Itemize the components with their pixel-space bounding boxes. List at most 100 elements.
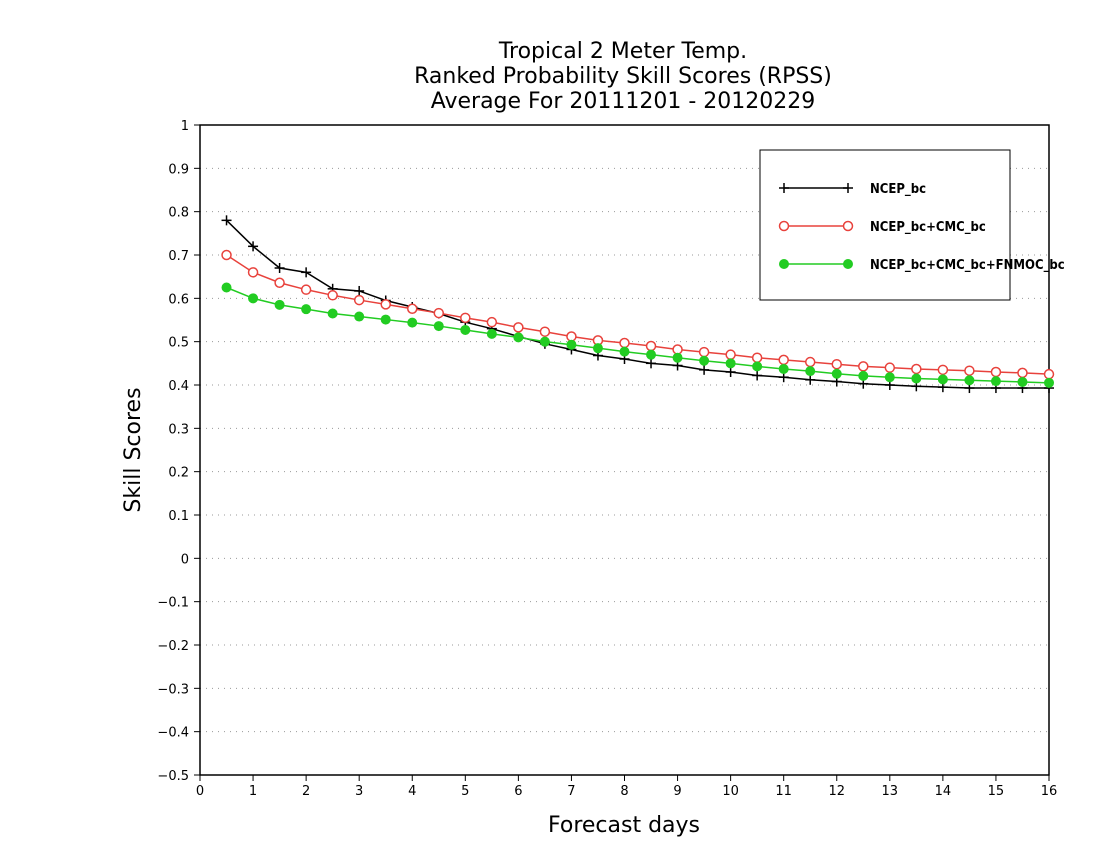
data-point	[539, 336, 550, 347]
data-point	[380, 299, 391, 310]
data-point	[884, 372, 895, 383]
data-point	[460, 312, 471, 324]
legend-label: NCEP_bc+CMC_bc	[870, 220, 986, 235]
series-group	[221, 215, 1055, 394]
data-point	[937, 374, 948, 385]
data-point	[646, 349, 657, 360]
x-tick-label: 2	[302, 784, 310, 799]
data-point	[752, 370, 763, 381]
data-point	[274, 277, 285, 288]
y-axis-label: Skill Scores	[121, 387, 146, 512]
x-axis: 0 1 2 3 4 5 6 7 8 9 10 11 12 13 14 15 16	[196, 775, 1057, 799]
legend-marker	[778, 220, 790, 232]
data-point	[619, 337, 630, 349]
y-tick-label: −0.1	[157, 596, 189, 611]
data-point	[778, 363, 789, 374]
data-point	[486, 316, 498, 328]
data-point	[221, 249, 232, 261]
x-tick-label: 0	[196, 784, 204, 799]
y-tick-label: 0.3	[168, 422, 189, 437]
y-tick-label: 0.1	[168, 509, 189, 524]
data-point	[539, 326, 551, 337]
legend-marker	[843, 259, 853, 269]
x-tick-label: 11	[775, 784, 792, 799]
data-point	[805, 374, 816, 385]
data-point	[752, 361, 763, 372]
x-tick-label: 5	[461, 784, 469, 799]
x-tick-label: 4	[408, 784, 416, 799]
y-tick-label: 0.8	[168, 206, 189, 221]
data-point	[566, 339, 577, 350]
data-point	[301, 304, 312, 315]
title-line-2: Ranked Probability Skill Scores (RPSS)	[414, 64, 832, 89]
legend-marker	[843, 183, 853, 193]
x-axis-label: Forecast days	[548, 813, 700, 838]
title-line-1: Tropical 2 Meter Temp.	[498, 39, 747, 64]
data-point	[248, 241, 259, 252]
data-point	[327, 290, 338, 301]
x-tick-label: 15	[988, 784, 1005, 799]
data-point	[645, 340, 657, 352]
y-tick-label: 0	[181, 552, 189, 567]
data-point	[566, 331, 577, 342]
data-point	[274, 299, 285, 310]
y-tick-label: 0.2	[168, 466, 189, 481]
legend: NCEP_bc NCEP_bc+CMC_bc NCEP_bc+CMC_bc+FNMO…	[759, 149, 1065, 301]
data-point	[354, 285, 365, 296]
data-point	[592, 343, 603, 354]
data-point	[725, 367, 736, 377]
data-point	[672, 344, 683, 355]
legend-marker	[842, 220, 854, 232]
data-point	[486, 328, 497, 339]
series-2	[221, 282, 1054, 388]
data-point	[831, 358, 842, 370]
data-point	[301, 267, 312, 278]
data-point	[247, 267, 259, 278]
data-point	[698, 346, 710, 358]
x-tick-label: 13	[882, 784, 899, 799]
data-point	[672, 352, 683, 363]
data-point	[513, 332, 524, 343]
data-point	[1043, 368, 1055, 380]
data-point	[990, 376, 1001, 387]
legend-label: NCEP_bc+CMC_bc+FNMOC_bc	[870, 258, 1065, 273]
x-tick-label: 3	[355, 784, 363, 799]
legend-item: NCEP_bc+CMC_bc	[778, 220, 986, 235]
x-tick-label: 12	[828, 784, 845, 799]
x-tick-label: 14	[935, 784, 952, 799]
y-tick-label: 0.6	[168, 292, 189, 307]
x-tick-label: 6	[514, 784, 522, 799]
data-point	[751, 352, 763, 363]
y-tick-label: −0.3	[157, 682, 189, 697]
data-point	[699, 355, 710, 366]
y-tick-label: 0.9	[168, 162, 189, 177]
data-point	[1017, 376, 1028, 387]
data-point	[407, 317, 418, 328]
data-point	[433, 321, 444, 332]
y-axis: −0.5 −0.4 −0.3 −0.2 −0.1 0 0.1 0.2 0.3 0.4 0.5 0.6 0…	[157, 119, 200, 784]
data-point	[1044, 377, 1054, 388]
data-point	[725, 358, 736, 369]
data-point	[990, 366, 1002, 378]
y-tick-label: −0.5	[157, 769, 189, 784]
data-point	[327, 308, 338, 319]
data-point	[937, 364, 949, 376]
x-tick-label: 7	[567, 784, 575, 799]
legend-item: NCEP_bc	[779, 182, 926, 197]
x-tick-label: 1	[249, 784, 257, 799]
data-point	[805, 366, 816, 377]
data-point	[513, 322, 524, 333]
data-point	[460, 324, 471, 335]
data-point	[831, 368, 842, 379]
legend-label: NCEP_bc	[870, 182, 926, 197]
x-tick-label: 9	[673, 784, 681, 799]
data-point	[884, 362, 896, 373]
data-point	[380, 314, 391, 325]
x-tick-label: 8	[620, 784, 628, 799]
legend-item: NCEP_bc+CMC_bc+FNMOC_bc	[779, 258, 1065, 273]
y-tick-label: 0.4	[168, 379, 189, 394]
data-point	[248, 293, 259, 304]
legend-marker	[779, 259, 789, 269]
y-tick-label: 1	[181, 119, 189, 134]
